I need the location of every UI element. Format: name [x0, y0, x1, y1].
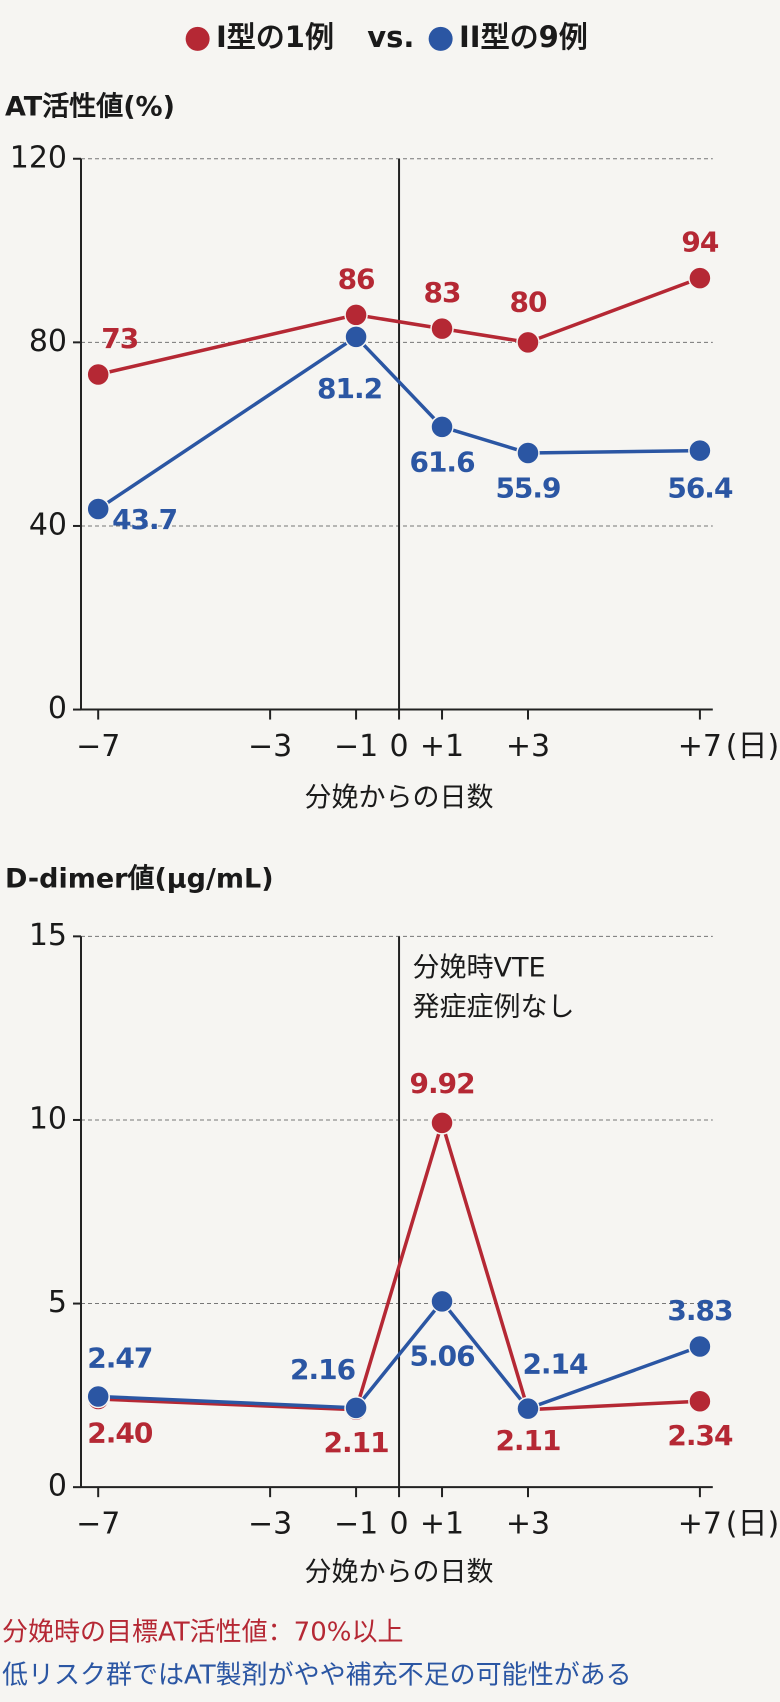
x-tick-label: +1 [420, 1506, 464, 1541]
x-tick-label: −7 [76, 1506, 120, 1541]
data-point [344, 303, 368, 327]
note: 分娩時の目標AT活性値：70%以上 [2, 1617, 403, 1647]
legend-separator: vs. [367, 20, 414, 54]
data-point [86, 1384, 110, 1409]
data-point [688, 266, 712, 290]
data-label: 61.6 [409, 446, 474, 479]
data-point [430, 1289, 454, 1314]
data-label: 2.34 [667, 1419, 733, 1452]
data-label: 56.4 [667, 472, 733, 505]
data-label: 43.7 [112, 503, 177, 536]
data-label: 2.47 [87, 1342, 152, 1375]
legend-label: II型の9例 [459, 20, 588, 54]
data-label: 73 [101, 322, 138, 355]
data-point [516, 1396, 540, 1421]
data-point [430, 1111, 454, 1135]
data-label: 81.2 [317, 372, 382, 405]
data-point [516, 330, 540, 355]
data-point [688, 438, 712, 463]
x-tick-label: +7 [678, 729, 722, 764]
data-label: 83 [424, 276, 461, 309]
x-tick-label: −7 [76, 729, 120, 764]
x-tick-label: +3 [506, 1506, 550, 1541]
data-label: 2.11 [495, 1424, 560, 1457]
y-tick-label: 120 [10, 140, 67, 175]
y-tick-label: 15 [29, 918, 67, 953]
x-unit: (日) [726, 1506, 779, 1541]
data-label: 94 [681, 226, 718, 259]
legend-label: I型の1例 [216, 20, 334, 54]
x-tick-label: +1 [420, 729, 464, 764]
x-tick-label: +7 [678, 1506, 722, 1541]
data-point [430, 415, 454, 439]
x-tick-label: 0 [390, 1506, 409, 1541]
legend-marker [428, 26, 453, 51]
x-unit: (日) [726, 729, 779, 764]
x-tick-label: +3 [506, 729, 550, 764]
data-label: 5.06 [409, 1340, 474, 1373]
data-point [430, 316, 454, 341]
x-axis-title: 分娩からの日数 [305, 783, 494, 814]
data-point [688, 1389, 712, 1413]
legend-marker [185, 26, 210, 51]
data-label: 9.92 [409, 1067, 474, 1100]
y-tick-label: 0 [48, 691, 67, 726]
data-label: 80 [510, 285, 547, 318]
note: 低リスク群ではAT製剤がやや補充不足の可能性がある [2, 1661, 632, 1691]
x-tick-label: −3 [248, 1506, 292, 1541]
x-tick-label: 0 [390, 729, 409, 764]
data-point [344, 1396, 368, 1420]
data-point [86, 497, 110, 521]
y-tick-label: 5 [48, 1285, 67, 1320]
data-label: 2.16 [290, 1353, 355, 1386]
data-label: 2.11 [324, 1426, 389, 1459]
y-tick-label: 0 [48, 1469, 67, 1504]
data-label: 86 [338, 262, 375, 295]
annotation: 発症症例なし [413, 992, 575, 1023]
y-tick-label: 80 [29, 324, 67, 359]
x-axis-title: 分娩からの日数 [305, 1557, 494, 1588]
data-label: 55.9 [495, 472, 560, 505]
data-label: 2.40 [87, 1417, 153, 1450]
x-tick-label: −1 [334, 729, 378, 764]
data-label: 2.14 [522, 1347, 588, 1380]
data-point [86, 362, 110, 387]
y-tick-label: 40 [29, 507, 67, 542]
data-point [688, 1334, 712, 1359]
y-axis-title: AT活性値(%) [5, 92, 175, 123]
y-tick-label: 10 [29, 1101, 67, 1136]
data-label: 3.83 [667, 1294, 732, 1327]
data-point [516, 441, 540, 465]
x-tick-label: −3 [248, 729, 292, 764]
y-axis-title: D-dimer値(μg/mL) [5, 864, 274, 895]
annotation: 分娩時VTE [413, 952, 546, 983]
data-point [344, 325, 368, 349]
x-tick-label: −1 [334, 1506, 378, 1541]
